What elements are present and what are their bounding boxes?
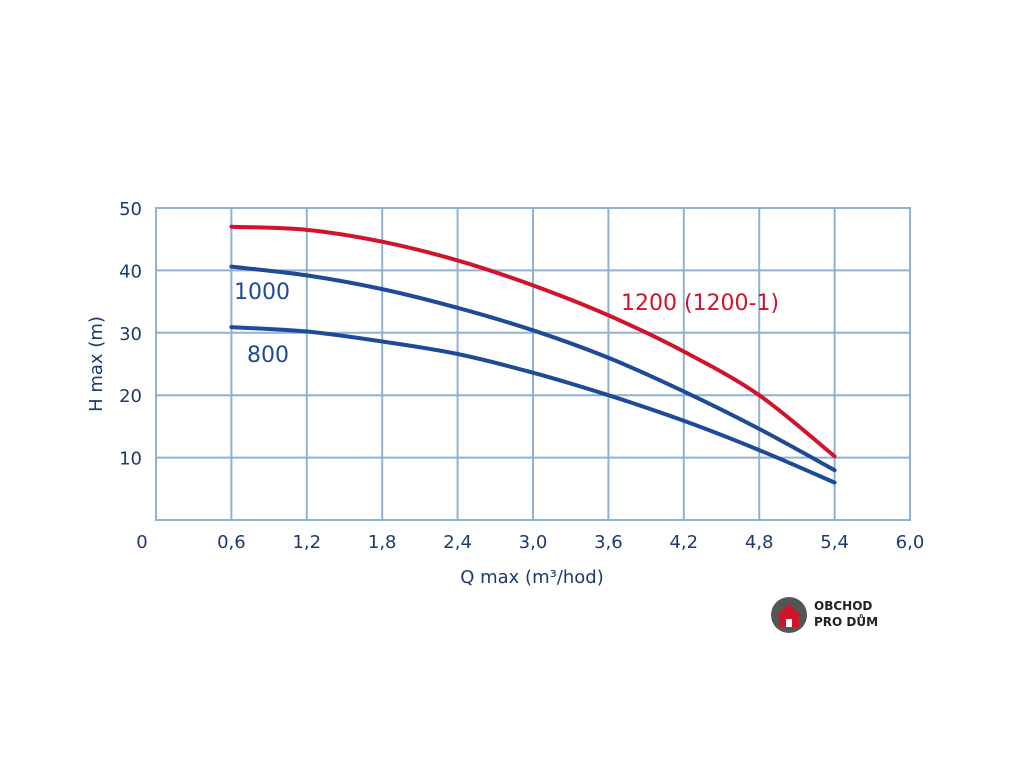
x-tick-label: 4,2: [669, 532, 698, 553]
x-tick-label: 4,8: [745, 532, 774, 553]
series-lines: [229, 224, 837, 485]
x-tick-label: 0,6: [217, 532, 246, 553]
shop-logo: OBCHOD PRO DŮM: [768, 596, 878, 636]
y-axis-title: H max (m): [86, 316, 107, 412]
series-label-800: 800: [247, 343, 289, 368]
y-tick-labels: 10 20 30 40 50: [119, 199, 142, 470]
x-tick-label: 0: [136, 532, 147, 553]
series-label-1000: 1000: [234, 280, 290, 305]
house-icon: [771, 597, 807, 633]
y-tick-label: 20: [119, 386, 142, 407]
series-label-1200: 1200 (1200-1): [621, 291, 779, 316]
x-tick-label: 3,6: [594, 532, 623, 553]
x-tick-label: 5,4: [820, 532, 849, 553]
x-tick-label: 1,8: [368, 532, 397, 553]
y-tick-label: 30: [119, 324, 142, 345]
plot-frame: [155, 207, 911, 521]
series-line-1200: [229, 224, 837, 459]
series-line-800: [229, 325, 837, 485]
x-tick-label: 1,2: [292, 532, 321, 553]
logo-text-line1: OBCHOD: [814, 599, 873, 613]
y-tick-label: 10: [119, 449, 142, 470]
series-labels: 1200 (1200-1) 1000 800: [234, 280, 779, 368]
y-tick-label: 40: [119, 261, 142, 282]
logo-text-line2: PRO DŮM: [814, 615, 879, 629]
y-tick-label: 50: [119, 199, 142, 220]
x-axis-title: Q max (m³/hod): [460, 567, 604, 588]
x-tick-label: 2,4: [443, 532, 472, 553]
x-tick-labels: 0 0,6 1,2 1,8 2,4 3,0 3,6 4,2 4,8 5,4 6,0: [136, 532, 924, 553]
x-tick-label: 3,0: [519, 532, 548, 553]
series-line-1000: [229, 264, 837, 473]
x-tick-label: 6,0: [896, 532, 925, 553]
